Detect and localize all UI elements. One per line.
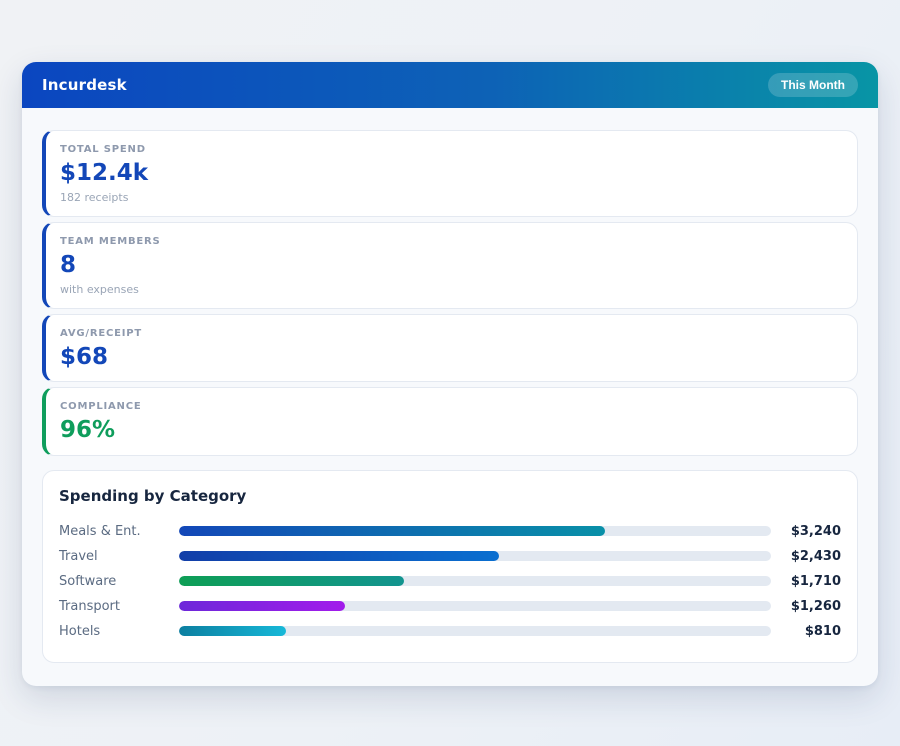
category-bar-fill	[179, 576, 404, 586]
category-label: Software	[59, 574, 179, 589]
app-title: Incurdesk	[42, 76, 127, 94]
stat-card-team-members: TEAM MEMBERS 8 with expenses	[42, 222, 858, 309]
header-bar: Incurdesk This Month	[22, 62, 878, 108]
stat-value: $68	[60, 345, 843, 369]
category-value: $2,430	[781, 549, 841, 564]
stat-value: 8	[60, 253, 843, 277]
category-row: Software $1,710	[59, 569, 841, 594]
category-bar-fill	[179, 601, 345, 611]
category-bar-fill	[179, 551, 499, 561]
stat-label: TOTAL SPEND	[60, 144, 843, 155]
stat-card-compliance: COMPLIANCE 96%	[42, 387, 858, 455]
category-rows: Meals & Ent. $3,240 Travel $2,430 Softwa…	[59, 519, 841, 644]
stat-value: $12.4k	[60, 161, 843, 185]
spending-by-category-card: Spending by Category Meals & Ent. $3,240…	[42, 470, 858, 663]
category-label: Transport	[59, 599, 179, 614]
category-row: Hotels $810	[59, 619, 841, 644]
category-bar-fill	[179, 626, 286, 636]
category-row: Meals & Ent. $3,240	[59, 519, 841, 544]
stat-subtitle: 182 receipts	[60, 191, 843, 204]
category-row: Travel $2,430	[59, 544, 841, 569]
category-bar-track	[179, 576, 771, 586]
category-label: Meals & Ent.	[59, 524, 179, 539]
category-bar-track	[179, 551, 771, 561]
category-bar-track	[179, 601, 771, 611]
stat-subtitle: with expenses	[60, 283, 843, 296]
category-card-title: Spending by Category	[59, 487, 841, 505]
category-bar-track	[179, 526, 771, 536]
stat-value: 96%	[60, 418, 843, 442]
category-bar-track	[179, 626, 771, 636]
category-bar-fill	[179, 526, 605, 536]
period-badge[interactable]: This Month	[768, 73, 858, 97]
category-label: Travel	[59, 549, 179, 564]
category-label: Hotels	[59, 624, 179, 639]
stat-label: AVG/RECEIPT	[60, 328, 843, 339]
stat-card-total-spend: TOTAL SPEND $12.4k 182 receipts	[42, 130, 858, 217]
category-value: $1,710	[781, 574, 841, 589]
panel-body: TOTAL SPEND $12.4k 182 receipts TEAM MEM…	[22, 108, 878, 683]
stat-card-avg-receipt: AVG/RECEIPT $68	[42, 314, 858, 382]
category-value: $810	[781, 624, 841, 639]
stat-label: TEAM MEMBERS	[60, 236, 843, 247]
dashboard-panel: Incurdesk This Month TOTAL SPEND $12.4k …	[22, 62, 878, 686]
category-value: $3,240	[781, 524, 841, 539]
stat-label: COMPLIANCE	[60, 401, 843, 412]
category-value: $1,260	[781, 599, 841, 614]
category-row: Transport $1,260	[59, 594, 841, 619]
